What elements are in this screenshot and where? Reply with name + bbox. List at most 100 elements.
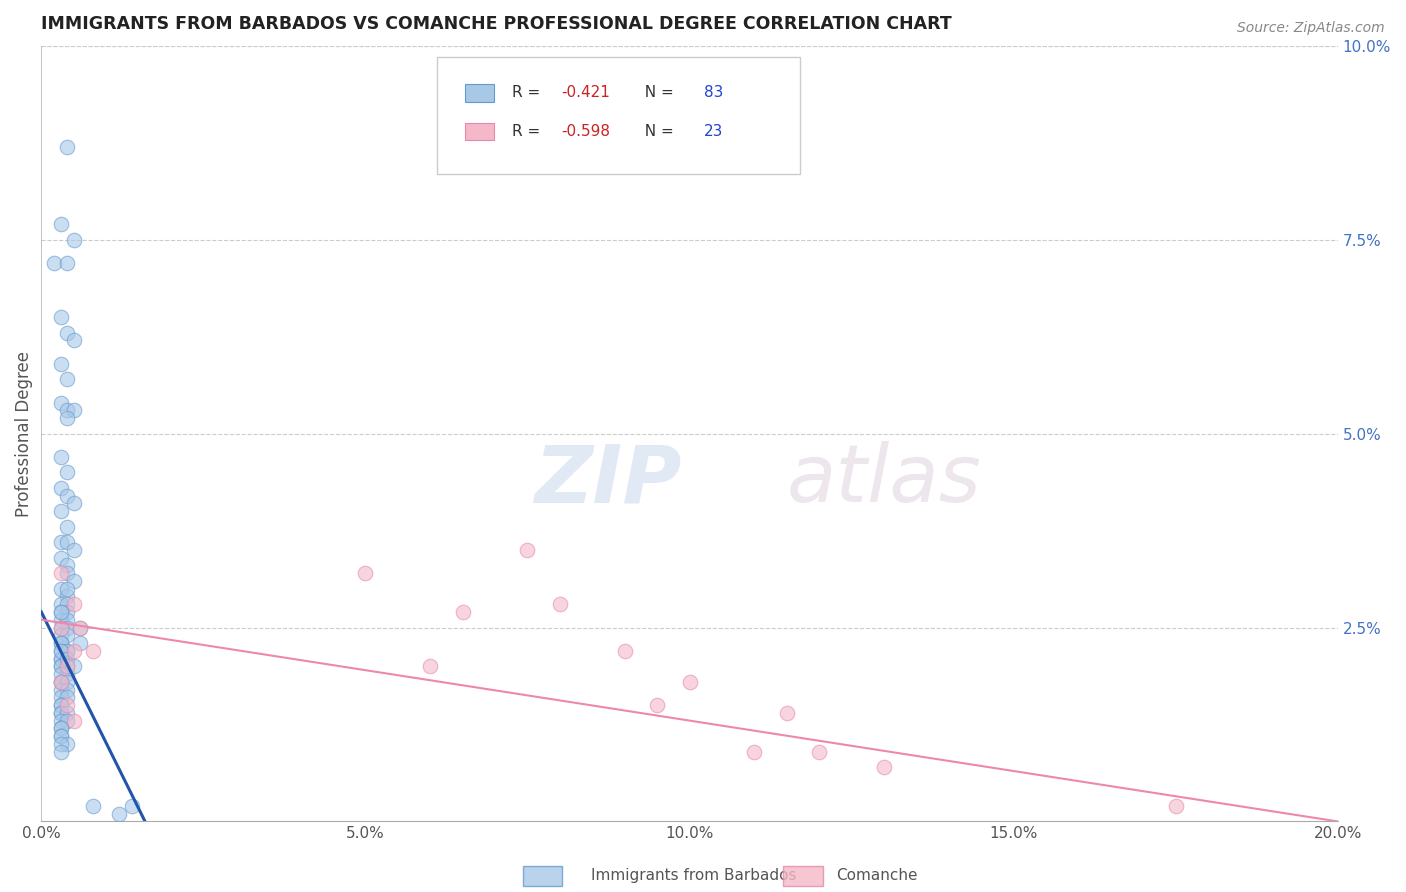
Point [49, 722, 72, 736]
Point [49, 644, 72, 658]
Point [56, 628, 79, 642]
Point [56, 674, 79, 689]
Point [49, 729, 72, 743]
Point [49, 706, 72, 720]
Point [49, 636, 72, 650]
Point [49, 582, 72, 596]
Point [49, 644, 72, 658]
Text: -0.598: -0.598 [561, 123, 610, 138]
Point [49, 706, 72, 720]
Point [56, 698, 79, 712]
Point [56, 372, 79, 386]
Text: IMMIGRANTS FROM BARBADOS VS COMANCHE PROFESSIONAL DEGREE CORRELATION CHART: IMMIGRANTS FROM BARBADOS VS COMANCHE PRO… [41, 15, 952, 33]
Point [56, 605, 79, 619]
Point [744, 745, 766, 759]
Point [49, 651, 72, 665]
Point [49, 674, 72, 689]
FancyBboxPatch shape [465, 123, 494, 140]
Point [808, 745, 831, 759]
Point [49, 481, 72, 495]
Point [49, 745, 72, 759]
Point [56, 682, 79, 697]
Text: ZIP: ZIP [534, 442, 682, 519]
FancyBboxPatch shape [437, 57, 800, 174]
Point [49, 395, 72, 409]
Text: 83: 83 [704, 85, 723, 100]
Point [49, 659, 72, 673]
Text: -0.421: -0.421 [561, 85, 610, 100]
Point [516, 543, 538, 558]
Text: 23: 23 [704, 123, 723, 138]
Point [49, 550, 72, 565]
Point [56, 651, 79, 665]
Text: R =: R = [512, 85, 546, 100]
Point [645, 698, 668, 712]
Point [56, 690, 79, 705]
Point [56, 566, 79, 581]
Text: R =: R = [512, 123, 546, 138]
Point [548, 597, 571, 611]
Point [56, 706, 79, 720]
Point [56, 613, 79, 627]
Point [44, 256, 66, 270]
Point [419, 659, 441, 673]
Y-axis label: Professional Degree: Professional Degree [15, 351, 32, 516]
Point [49, 690, 72, 705]
Point [49, 628, 72, 642]
Point [56, 644, 79, 658]
Point [56, 644, 79, 658]
Point [108, 806, 131, 821]
Text: N =: N = [636, 85, 679, 100]
Point [49, 729, 72, 743]
Point [62, 334, 84, 348]
Point [49, 597, 72, 611]
Point [56, 667, 79, 681]
Point [56, 535, 79, 549]
Point [49, 722, 72, 736]
Point [56, 411, 79, 425]
Point [613, 644, 636, 658]
Point [49, 659, 72, 673]
Text: atlas: atlas [787, 442, 981, 519]
Point [49, 636, 72, 650]
Point [62, 543, 84, 558]
Point [49, 535, 72, 549]
Point [56, 519, 79, 533]
Point [56, 597, 79, 611]
Point [62, 659, 84, 673]
Point [121, 799, 143, 814]
Point [49, 566, 72, 581]
Point [49, 737, 72, 751]
FancyBboxPatch shape [465, 85, 494, 102]
Point [49, 714, 72, 728]
Point [873, 760, 896, 774]
Point [49, 651, 72, 665]
Point [776, 706, 799, 720]
Point [49, 605, 72, 619]
Point [1164, 799, 1187, 814]
Point [69, 636, 91, 650]
Point [56, 256, 79, 270]
Point [49, 605, 72, 619]
Point [49, 450, 72, 464]
Point [82, 644, 104, 658]
Point [49, 698, 72, 712]
Point [56, 403, 79, 417]
Point [56, 659, 79, 673]
Point [56, 582, 79, 596]
Text: Source: ZipAtlas.com: Source: ZipAtlas.com [1237, 21, 1385, 35]
Text: Comanche: Comanche [837, 869, 918, 883]
Point [56, 326, 79, 340]
Point [49, 504, 72, 518]
Point [49, 620, 72, 634]
Point [62, 644, 84, 658]
Point [49, 217, 72, 231]
Point [82, 799, 104, 814]
Point [62, 714, 84, 728]
Point [62, 233, 84, 247]
Point [354, 566, 377, 581]
Point [49, 310, 72, 325]
Point [49, 667, 72, 681]
Point [62, 496, 84, 510]
Point [49, 674, 72, 689]
